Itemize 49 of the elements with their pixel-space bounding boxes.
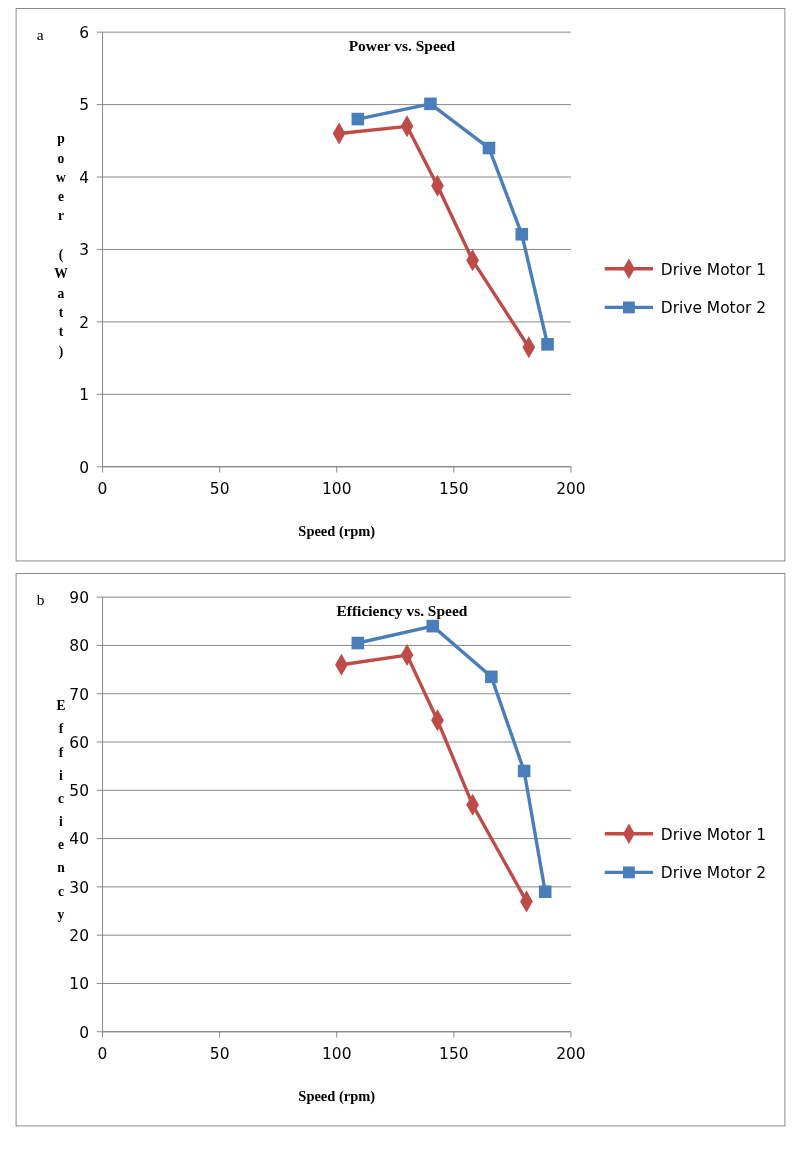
y-tick-label: 30: [69, 878, 90, 897]
legend-label: Drive Motor 2: [660, 299, 767, 318]
x-axis-title: Speed (rpm): [298, 523, 376, 541]
y-tick-label: 5: [79, 96, 90, 115]
point: [426, 619, 440, 633]
text: b: [36, 590, 45, 608]
x-tick-label: 150: [439, 1044, 469, 1063]
y-tick-label: 20: [69, 926, 90, 945]
chart-title: Power vs. Speed: [348, 37, 456, 55]
x-tick-label: 0: [97, 479, 108, 498]
legend-label: Drive Motor 2: [660, 864, 767, 883]
y-tick-label: 6: [79, 23, 90, 42]
y-tick-label: 2: [79, 313, 90, 332]
y-tick-label: 70: [69, 685, 90, 704]
x-axis-title: Speed (rpm): [298, 1088, 376, 1106]
y-tick-label: 10: [69, 975, 90, 994]
x-tick-label: 50: [209, 479, 230, 498]
point: [424, 97, 437, 111]
y-tick-label: 90: [69, 588, 90, 607]
point: [541, 338, 554, 351]
y-tick-label: 60: [69, 733, 90, 752]
legend-label: Drive Motor 1: [660, 825, 767, 844]
x-tick-label: 50: [209, 1044, 230, 1063]
x-tick-label: 100: [322, 479, 352, 498]
legend-label: Drive Motor 1: [660, 260, 767, 279]
text: power (Watt): [54, 131, 68, 359]
point: [538, 885, 552, 899]
point: [482, 141, 496, 155]
x-tick-label: 200: [556, 479, 586, 498]
y-tick-label: 0: [79, 1023, 90, 1042]
y-tick-label: 0: [79, 458, 90, 477]
x-tick-label: 150: [439, 479, 469, 498]
x-tick-label: 100: [322, 1044, 352, 1063]
point: [351, 112, 365, 126]
point: [515, 227, 529, 241]
x-tick-label: 0: [97, 1044, 108, 1063]
x-tick-label: 200: [556, 1044, 586, 1063]
text: a: [36, 25, 44, 43]
y-tick-label: 80: [69, 637, 90, 656]
chart-title: Efficiency vs. Speed: [336, 602, 468, 620]
y-tick-label: 50: [69, 782, 90, 801]
point: [517, 764, 531, 778]
point: [485, 670, 498, 684]
point: [351, 636, 365, 650]
y-tick-label: 3: [79, 241, 90, 260]
y-tick-label: 40: [69, 830, 90, 849]
text: Efficiency: [56, 698, 66, 922]
y-tick-label: 1: [79, 386, 90, 405]
y-tick-label: 4: [79, 168, 90, 187]
